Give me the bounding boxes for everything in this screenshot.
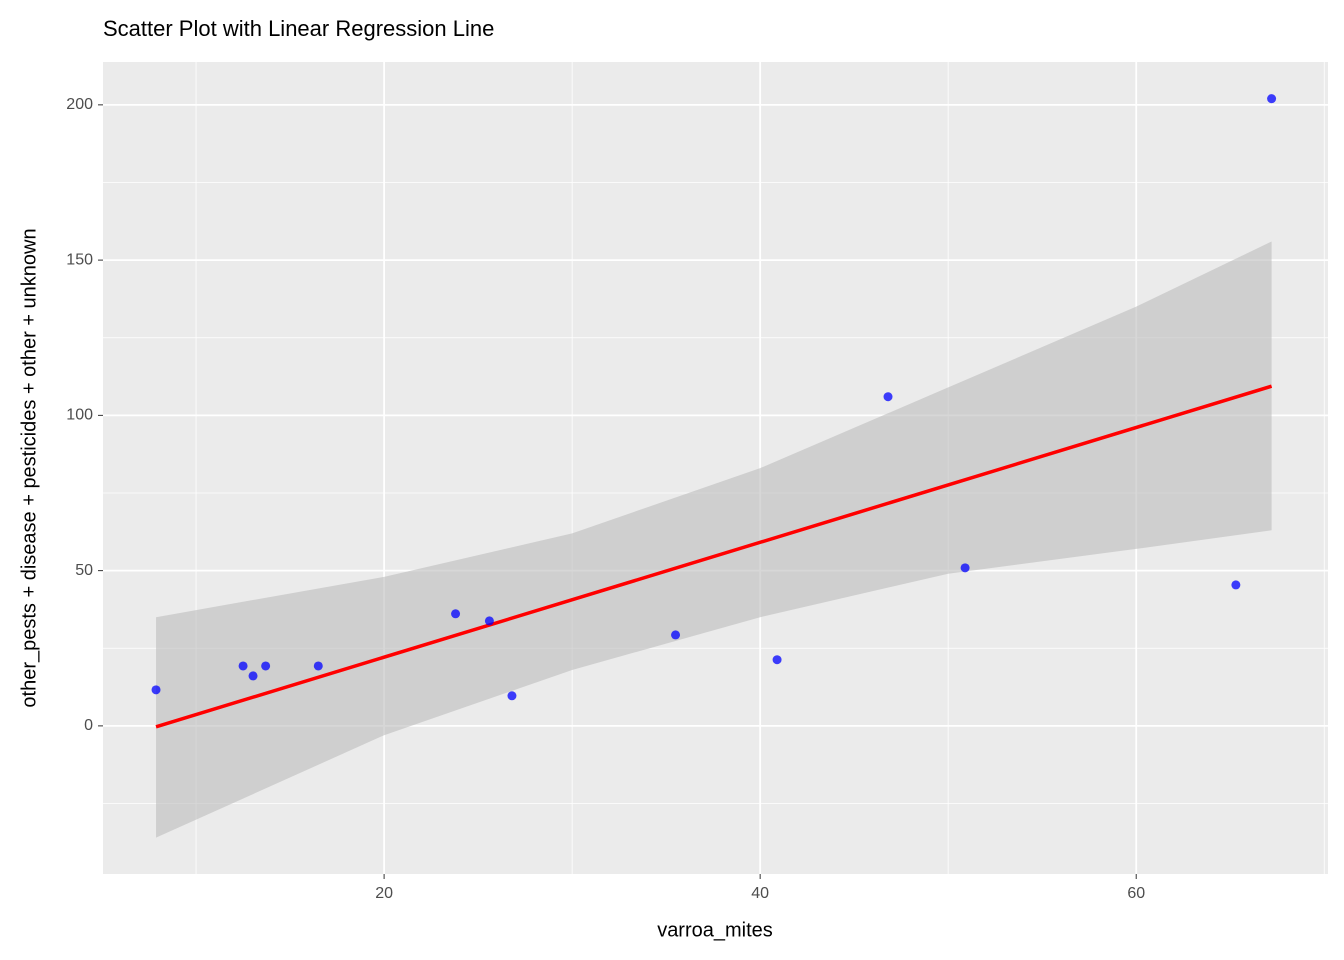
x-tick-label: 20 xyxy=(375,885,393,902)
point xyxy=(960,563,970,573)
regression-line xyxy=(155,384,1273,729)
point xyxy=(313,661,323,671)
y-tick-label: 200 xyxy=(66,96,93,113)
point xyxy=(484,616,494,626)
y-axis-label: other_pests + disease + pesticides + oth… xyxy=(18,228,40,707)
point xyxy=(507,691,517,701)
point xyxy=(151,685,161,695)
y-tick-label: 100 xyxy=(66,407,93,424)
point xyxy=(1231,580,1241,590)
point xyxy=(451,609,461,619)
chart-title: Scatter Plot with Linear Regression Line xyxy=(103,16,494,41)
point xyxy=(238,661,248,671)
y-tick-label: 50 xyxy=(75,562,93,579)
point xyxy=(248,671,258,681)
x-tick-label: 40 xyxy=(751,885,769,902)
point xyxy=(772,655,782,665)
point xyxy=(883,392,893,402)
y-tick-label: 0 xyxy=(84,717,93,734)
x-tick-label: 60 xyxy=(1127,885,1145,902)
point xyxy=(671,630,681,640)
x-axis-label: varroa_mites xyxy=(657,919,773,941)
point xyxy=(1267,94,1277,104)
point xyxy=(261,661,271,671)
confidence-band xyxy=(156,241,1272,838)
y-tick-label: 150 xyxy=(66,251,93,268)
